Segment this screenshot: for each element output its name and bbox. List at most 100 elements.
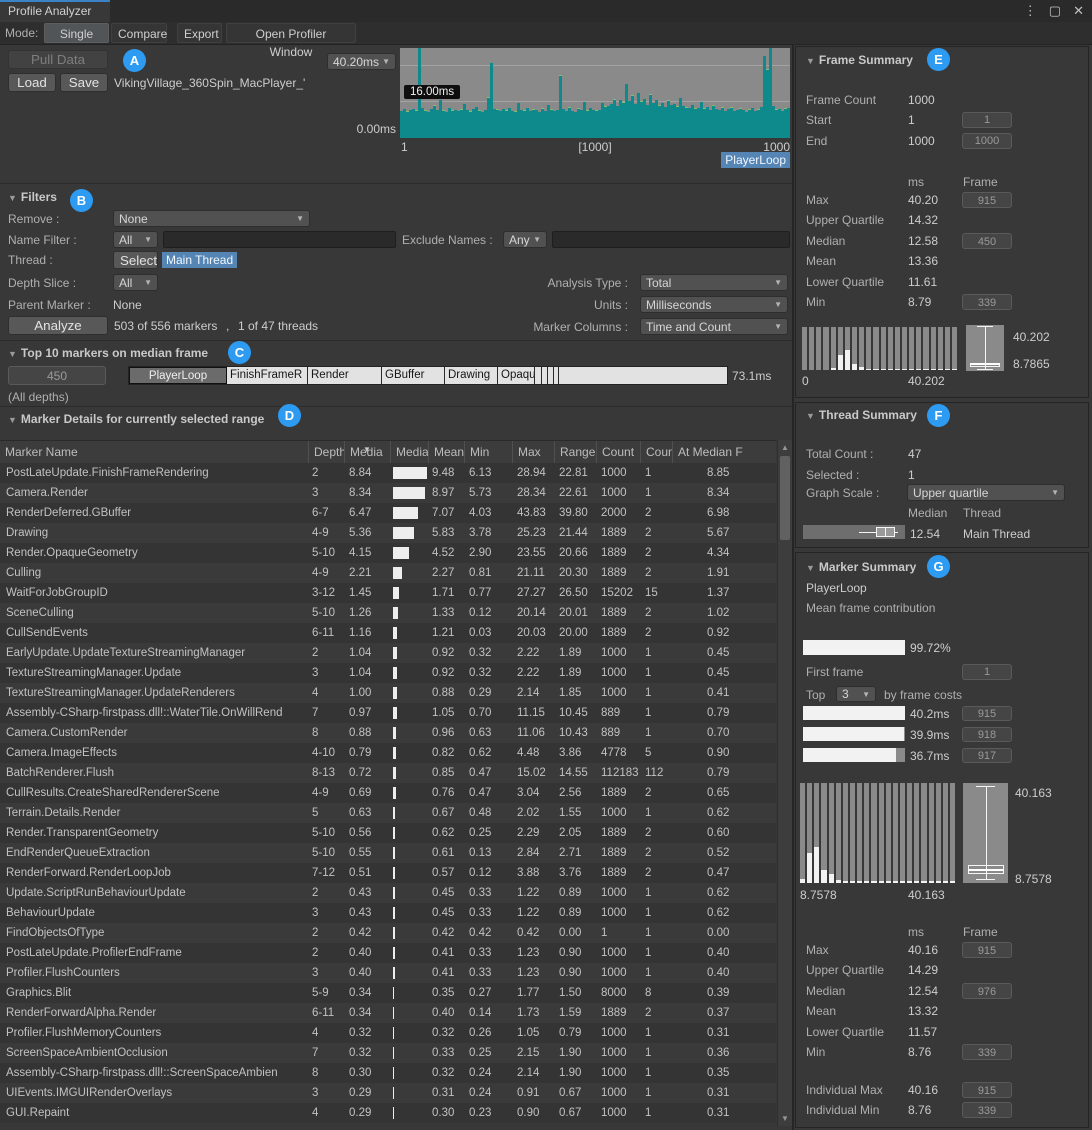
table-row[interactable]: PostLateUpdate.ProfilerEndFrame 2 0.40 0.41…	[0, 943, 776, 963]
goto-start-frame-button[interactable]: 1	[962, 112, 1012, 128]
maximize-icon[interactable]: ▢	[1048, 3, 1062, 18]
median-frame-button[interactable]: 450	[8, 366, 106, 385]
name-filter-mode-dropdown[interactable]: All ▼	[113, 231, 158, 248]
exclude-mode-dropdown[interactable]: Any ▼	[503, 231, 547, 248]
scroll-down-icon[interactable]: ▼	[781, 1114, 789, 1123]
table-row[interactable]: TextureStreamingManager.UpdateRenderers 4…	[0, 683, 776, 703]
table-scrollbar[interactable]: ▲ ▼	[777, 440, 792, 1126]
marker-summary-header[interactable]: ▼ Marker Summary	[806, 560, 917, 574]
column-header[interactable]: Media ▼	[344, 441, 390, 463]
goto-frame-button[interactable]: 450	[962, 232, 1012, 249]
close-icon[interactable]: ✕	[1073, 3, 1084, 18]
exclude-names-input[interactable]	[552, 231, 790, 248]
top10-segment[interactable]: Opaqu	[498, 367, 535, 384]
top10-section-header[interactable]: ▼ Top 10 markers on median frame	[8, 346, 209, 360]
table-row[interactable]: Assembly-CSharp-firstpass.dll!::ScreenSp…	[0, 1063, 776, 1083]
top10-segment[interactable]: Render	[308, 367, 382, 384]
table-row[interactable]: PostLateUpdate.FinishFrameRendering 2 8.84…	[0, 463, 776, 483]
top10-segment[interactable]	[548, 367, 554, 384]
thread-summary-header[interactable]: ▼ Thread Summary	[806, 408, 917, 422]
goto-frame-button[interactable]: 917	[962, 748, 1012, 763]
top10-segment[interactable]: Drawing	[445, 367, 498, 384]
graph-scale-dropdown[interactable]: Upper quartile ▼	[907, 484, 1065, 501]
goto-frame-button[interactable]: 339	[962, 1102, 1012, 1119]
goto-frame-button[interactable]: 339	[962, 293, 1012, 310]
table-row[interactable]: Render.TransparentGeometry 5-10 0.56 0.62 0.…	[0, 823, 776, 843]
open-profiler-window-button[interactable]: Open Profiler Window	[226, 23, 356, 59]
column-header[interactable]: Range	[554, 441, 596, 463]
scrollbar-thumb[interactable]	[780, 456, 790, 540]
top10-segment[interactable]	[559, 367, 727, 384]
table-row[interactable]: EndRenderQueueExtraction 5-10 0.55 0.61 0.13…	[0, 843, 776, 863]
column-header[interactable]: Count	[596, 441, 640, 463]
table-row[interactable]: Assembly-CSharp-firstpass.dll!::WaterTil…	[0, 703, 776, 723]
top10-segment[interactable]: FinishFrameR	[227, 367, 308, 384]
table-row[interactable]: BatchRenderer.Flush 8-13 0.72 0.85 0.47 15.02…	[0, 763, 776, 783]
table-row[interactable]: RenderForward.RenderLoopJob 7-12 0.51 0.57 0…	[0, 863, 776, 883]
goto-first-frame-button[interactable]: 1	[962, 664, 1012, 680]
goto-frame-button[interactable]: 915	[962, 706, 1012, 721]
marker-details-section-header[interactable]: ▼ Marker Details for currently selected r…	[8, 412, 265, 426]
mode-compare-button[interactable]: Compare	[111, 23, 167, 43]
table-row[interactable]: SceneCulling 5-10 1.26 1.33 0.12 20.14 20.01 18…	[0, 603, 776, 623]
goto-frame-button[interactable]: 976	[962, 982, 1012, 999]
column-header[interactable]: Marker Name	[5, 445, 78, 459]
scroll-up-icon[interactable]: ▲	[781, 443, 789, 452]
top-n-dropdown[interactable]: 3 ▼	[836, 686, 876, 702]
table-row[interactable]: CullResults.CreateSharedRendererScene 4-9…	[0, 783, 776, 803]
units-dropdown[interactable]: Milliseconds ▼	[640, 296, 788, 313]
table-row[interactable]: Drawing 4-9 5.36 5.83 3.78 25.23 21.44 1889 2 5.6…	[0, 523, 776, 543]
thread-select-button[interactable]: Select	[113, 251, 158, 269]
table-row[interactable]: Render.OpaqueGeometry 5-10 4.15 4.52 2.90 23.…	[0, 543, 776, 563]
table-row[interactable]: RenderDeferred.GBuffer 6-7 6.47 7.07 4.03 43.…	[0, 503, 776, 523]
table-row[interactable]: Profiler.FlushCounters 3 0.40 0.41 0.33 1.23 0…	[0, 963, 776, 983]
table-row[interactable]: RenderForwardAlpha.Render 6-11 0.34 0.40 0.1…	[0, 1003, 776, 1023]
table-row[interactable]: Terrain.Details.Render 5 0.63 0.67 0.48 2.02 1…	[0, 803, 776, 823]
table-row[interactable]: GUI.Repaint 4 0.29 0.30 0.23 0.90 0.67 1000 1 0.3…	[0, 1103, 776, 1123]
table-row[interactable]: Camera.ImageEffects 4-10 0.79 0.82 0.62 4.48 3…	[0, 743, 776, 763]
goto-frame-button[interactable]: 915	[962, 192, 1012, 208]
top10-segment[interactable]: PlayerLoop	[129, 367, 227, 384]
table-row[interactable]: Profiler.FlushMemoryCounters 4 0.32 0.32 0.2…	[0, 1023, 776, 1043]
table-row[interactable]: FindObjectsOfType 2 0.42 0.42 0.42 0.42 0.00 1 1…	[0, 923, 776, 943]
analysis-type-dropdown[interactable]: Total ▼	[640, 274, 788, 291]
column-header[interactable]: Min	[464, 441, 512, 463]
marker-columns-dropdown[interactable]: Time and Count ▼	[640, 318, 788, 335]
column-header[interactable]: Max	[512, 441, 554, 463]
table-row[interactable]: Camera.Render 3 8.34 8.97 5.73 28.34 22.61 1000…	[0, 483, 776, 503]
table-row[interactable]: WaitForJobGroupID 3-12 1.45 1.71 0.77 27.27 26…	[0, 583, 776, 603]
mode-single-button[interactable]: Single	[44, 23, 109, 43]
table-row[interactable]: ScreenSpaceAmbientOcclusion 7 0.32 0.33 0.25…	[0, 1043, 776, 1063]
load-button[interactable]: Load	[8, 73, 56, 92]
table-row[interactable]: Graphics.Blit 5-9 0.34 0.35 0.27 1.77 1.50 8000…	[0, 983, 776, 1003]
column-header[interactable]: At Median F	[672, 441, 776, 463]
top10-segment[interactable]	[542, 367, 548, 384]
export-button[interactable]: Export	[177, 23, 222, 43]
chart-selection-chip[interactable]: PlayerLoop	[721, 152, 790, 168]
name-filter-input[interactable]	[163, 231, 396, 248]
goto-frame-button[interactable]: 918	[962, 727, 1012, 742]
top10-segment[interactable]	[554, 367, 559, 384]
thread-selection-chip[interactable]: Main Thread	[162, 252, 238, 268]
analyze-button[interactable]: Analyze	[8, 316, 108, 335]
table-row[interactable]: Culling 4-9 2.21 2.27 0.81 21.11 20.30 1889 2 1.9…	[0, 563, 776, 583]
save-button[interactable]: Save	[60, 73, 108, 92]
menu-icon[interactable]: ⋮	[1023, 3, 1037, 18]
column-header[interactable]: Count Fra	[640, 441, 672, 463]
table-row[interactable]: UIEvents.IMGUIRenderOverlays 3 0.29 0.31 0.2…	[0, 1083, 776, 1103]
frame-range-dropdown[interactable]: 40.20ms ▼	[327, 53, 396, 70]
top10-segment[interactable]: GBuffer	[382, 367, 445, 384]
column-header[interactable]: Depth	[308, 441, 344, 463]
tab-profile-analyzer[interactable]: Profile Analyzer	[0, 0, 110, 22]
goto-frame-button[interactable]: 915	[962, 942, 1012, 958]
goto-end-frame-button[interactable]: 1000	[962, 133, 1012, 149]
frame-summary-header[interactable]: ▼ Frame Summary	[806, 53, 913, 67]
table-row[interactable]: Camera.CustomRender 8 0.88 0.96 0.63 11.06 10.…	[0, 723, 776, 743]
table-row[interactable]: TextureStreamingManager.Update 3 1.04 0.92 0…	[0, 663, 776, 683]
remove-dropdown[interactable]: None ▼	[113, 210, 310, 227]
depth-slice-dropdown[interactable]: All ▼	[113, 274, 158, 291]
top10-marker-bar[interactable]: PlayerLoop FinishFrameR Render GBuffer Drawi…	[128, 366, 728, 385]
table-row[interactable]: EarlyUpdate.UpdateTextureStreamingManage…	[0, 643, 776, 663]
table-row[interactable]: BehaviourUpdate 3 0.43 0.45 0.33 1.22 0.89 1000…	[0, 903, 776, 923]
goto-frame-button[interactable]: 339	[962, 1043, 1012, 1060]
